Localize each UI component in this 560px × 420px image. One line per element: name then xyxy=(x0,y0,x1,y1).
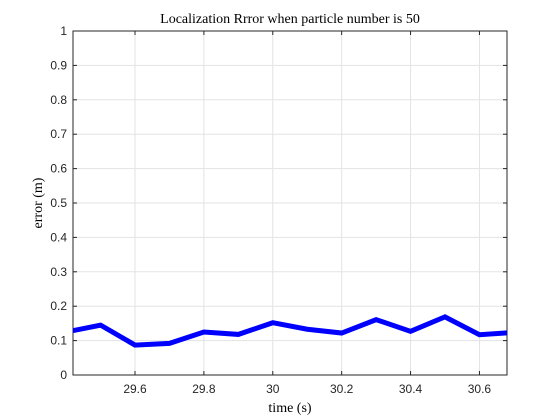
y-tick-label: 0.6 xyxy=(50,162,67,176)
x-tick-label: 29.6 xyxy=(123,382,147,396)
x-tick-label: 30.4 xyxy=(399,382,423,396)
chart-title: Localization Rrror when particle number … xyxy=(160,12,420,27)
y-tick-label: 0.7 xyxy=(50,127,67,141)
y-tick-label: 0.3 xyxy=(50,265,67,279)
x-axis-label: time (s) xyxy=(268,401,311,416)
x-tick-label: 30 xyxy=(266,382,280,396)
y-axis-label: error (m) xyxy=(31,177,46,228)
y-tick-label: 0.2 xyxy=(50,299,67,313)
y-tick-label: 0 xyxy=(60,368,67,382)
y-tick-label: 0.1 xyxy=(50,334,67,348)
y-tick-label: 1 xyxy=(60,24,67,38)
y-tick-label: 0.4 xyxy=(50,230,67,244)
y-tick-label: 0.9 xyxy=(50,58,67,72)
y-tick-label: 0.5 xyxy=(50,196,67,210)
y-tick-label: 0.8 xyxy=(50,93,67,107)
x-tick-label: 30.2 xyxy=(330,382,354,396)
x-tick-label: 30.6 xyxy=(468,382,492,396)
x-tick-label: 29.8 xyxy=(192,382,216,396)
